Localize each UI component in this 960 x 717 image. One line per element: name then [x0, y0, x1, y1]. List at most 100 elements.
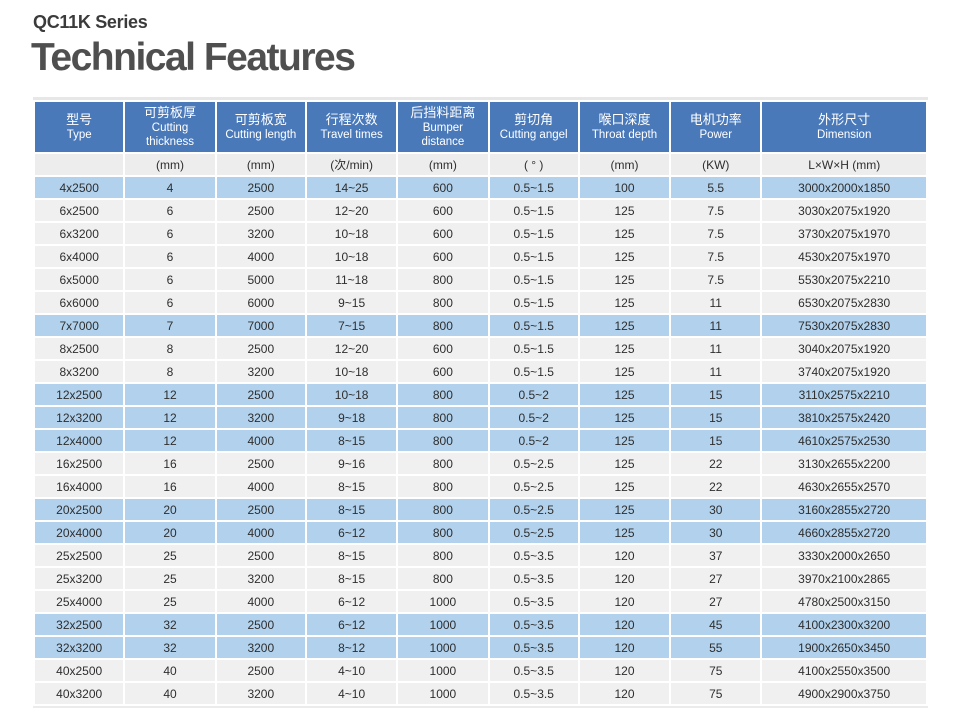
unit-cell: (mm)	[216, 154, 305, 175]
column-header-zh: 可剪板厚	[143, 105, 196, 120]
cell-value: 3000x2000x1850	[762, 177, 926, 198]
cell-value: 600	[398, 338, 488, 359]
cell-value: 1900x2650x3450	[762, 637, 926, 658]
cell-value: 6000	[216, 292, 305, 313]
cell-value: 600	[398, 361, 488, 382]
spec-table: 型号 Type 可剪板厚 Cutting thickness 可剪板宽 Cutting l…	[33, 100, 928, 706]
cell-value: 2500	[216, 660, 305, 681]
cell-value: 15	[671, 430, 761, 451]
cell-value: 125	[579, 223, 670, 244]
table-row: 20x4000 20 4000 6~12 800 0.5~2.5 125 30 4660x285…	[35, 522, 926, 543]
cell-value: 125	[579, 407, 670, 428]
cell-value: 125	[579, 338, 670, 359]
table-row: 40x3200 40 3200 4~10 1000 0.5~3.5 120 75 4900x29…	[35, 683, 926, 704]
cell-value: 3200	[216, 407, 305, 428]
cell-value: 125	[579, 384, 670, 405]
cell-type: 25x3200	[35, 568, 124, 589]
cell-value: 0.5~3.5	[489, 637, 578, 658]
cell-value: 75	[671, 683, 761, 704]
cell-value: 0.5~1.5	[489, 200, 578, 221]
cell-value: 2500	[216, 614, 305, 635]
cell-value: 0.5~2.5	[489, 476, 578, 497]
cell-value: 11	[671, 292, 761, 313]
cell-value: 7	[125, 315, 215, 336]
column-header-en: Throat depth	[591, 129, 658, 141]
cell-type: 8x2500	[35, 338, 124, 359]
cell-value: 800	[398, 545, 488, 566]
cell-value: 800	[398, 522, 488, 543]
column-header-zh: 后挡料距离	[410, 105, 476, 120]
cell-value: 11	[671, 338, 761, 359]
cell-value: 0.5~2.5	[489, 522, 578, 543]
cell-value: 4000	[216, 522, 305, 543]
unit-cell	[35, 154, 124, 175]
cell-value: 6~12	[307, 522, 397, 543]
cell-value: 120	[579, 545, 670, 566]
column-header: 喉口深度 Throat depth	[579, 102, 670, 152]
cell-value: 100	[579, 177, 670, 198]
cell-value: 11	[671, 361, 761, 382]
table-row: 6x4000 6 4000 10~18 600 0.5~1.5 125 7.5 4530x207…	[35, 246, 926, 267]
column-header: 型号 Type	[35, 102, 124, 152]
cell-value: 20	[125, 522, 215, 543]
cell-value: 12	[125, 430, 215, 451]
unit-cell: ( ° )	[489, 154, 578, 175]
column-header-zh: 喉口深度	[598, 112, 651, 127]
table-row: 8x2500 8 2500 12~20 600 0.5~1.5 125 11 3040x2075…	[35, 338, 926, 359]
cell-value: 4~10	[307, 660, 397, 681]
cell-value: 4100x2300x3200	[762, 614, 926, 635]
column-header-zh: 型号	[66, 112, 93, 127]
column-header-zh: 可剪板宽	[234, 112, 287, 127]
cell-value: 8~15	[307, 430, 397, 451]
cell-value: 0.5~1.5	[489, 246, 578, 267]
cell-type: 6x2500	[35, 200, 124, 221]
cell-value: 6530x2075x2830	[762, 292, 926, 313]
cell-value: 0.5~1.5	[489, 361, 578, 382]
cell-value: 22	[671, 453, 761, 474]
cell-value: 8	[125, 338, 215, 359]
cell-value: 6	[125, 246, 215, 267]
cell-value: 2500	[216, 499, 305, 520]
unit-cell: (mm)	[398, 154, 488, 175]
cell-value: 0.5~3.5	[489, 568, 578, 589]
cell-type: 16x4000	[35, 476, 124, 497]
cell-value: 120	[579, 637, 670, 658]
unit-cell: (KW)	[671, 154, 761, 175]
cell-value: 120	[579, 614, 670, 635]
cell-value: 4610x2575x2530	[762, 430, 926, 451]
column-header-en: Cutting thickness	[146, 122, 194, 148]
cell-value: 30	[671, 499, 761, 520]
cell-value: 125	[579, 361, 670, 382]
cell-value: 14~25	[307, 177, 397, 198]
table-row: 12x4000 12 4000 8~15 800 0.5~2 125 15 4610x2575x…	[35, 430, 926, 451]
cell-value: 3130x2655x2200	[762, 453, 926, 474]
column-header: 行程次数 Travel times	[307, 102, 397, 152]
cell-value: 800	[398, 430, 488, 451]
cell-value: 4000	[216, 430, 305, 451]
table-row: 25x3200 25 3200 8~15 800 0.5~3.5 120 27 3970x210…	[35, 568, 926, 589]
cell-value: 125	[579, 315, 670, 336]
cell-value: 2500	[216, 384, 305, 405]
unit-cell: (mm)	[579, 154, 670, 175]
cell-value: 0.5~2	[489, 430, 578, 451]
cell-value: 7.5	[671, 246, 761, 267]
cell-value: 6	[125, 223, 215, 244]
table-row: 7x7000 7 7000 7~15 800 0.5~1.5 125 11 7530x2075x…	[35, 315, 926, 336]
cell-value: 15	[671, 407, 761, 428]
cell-value: 0.5~3.5	[489, 591, 578, 612]
cell-value: 0.5~2.5	[489, 453, 578, 474]
cell-value: 32	[125, 637, 215, 658]
cell-value: 4000	[216, 591, 305, 612]
table-row: 16x2500 16 2500 9~16 800 0.5~2.5 125 22 3130x265…	[35, 453, 926, 474]
cell-value: 30	[671, 522, 761, 543]
cell-value: 0.5~2	[489, 407, 578, 428]
cell-value: 125	[579, 292, 670, 313]
cell-value: 0.5~2	[489, 384, 578, 405]
cell-value: 600	[398, 177, 488, 198]
cell-value: 40	[125, 683, 215, 704]
column-header: 可剪板厚 Cutting thickness	[125, 102, 215, 152]
cell-value: 800	[398, 407, 488, 428]
cell-value: 4630x2655x2570	[762, 476, 926, 497]
unit-cell: (次/min)	[307, 154, 397, 175]
